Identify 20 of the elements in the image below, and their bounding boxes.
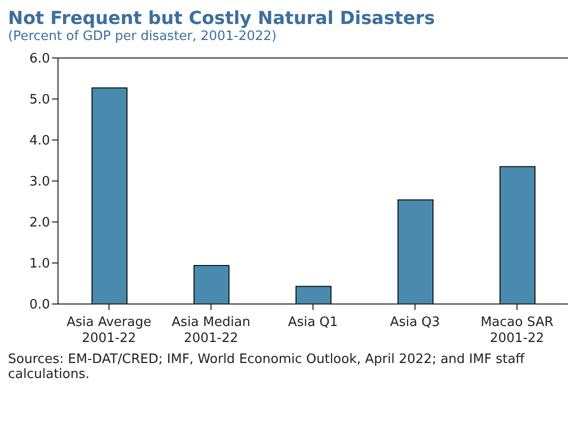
y-tick-label: 6.0 — [29, 52, 50, 67]
bar — [194, 264, 230, 304]
y-tick-label: 3.0 — [29, 174, 50, 190]
x-tick-label: Macao SAR 2001-22 — [480, 315, 554, 346]
y-tick-label: 0.0 — [29, 298, 50, 313]
source-note: Sources: EM-DAT/CRED; IMF, World Economic Outlook, April 2022; and IMF staff calculations. — [8, 352, 526, 382]
x-tick-label: Asia Q1 — [288, 315, 338, 330]
chart-title: Not Frequent but Costly Natural Disasters — [8, 8, 436, 29]
y-tick-label: 2.0 — [29, 216, 50, 231]
x-tick-label: Asia Average 2001-22 — [66, 315, 152, 346]
y-tick-label: 4.0 — [29, 134, 50, 149]
x-tick-label: Asia Q3 — [390, 315, 440, 330]
y-tick-label: 5.0 — [29, 92, 50, 108]
bar — [92, 87, 128, 304]
x-tick-label: Asia Median 2001-22 — [172, 315, 250, 346]
chart-subtitle: (Percent of GDP per disaster, 2001-2022) — [8, 29, 278, 44]
bar — [398, 199, 434, 304]
bar — [500, 166, 536, 304]
y-tick-label: 1.0 — [29, 256, 50, 272]
bar — [296, 286, 332, 304]
